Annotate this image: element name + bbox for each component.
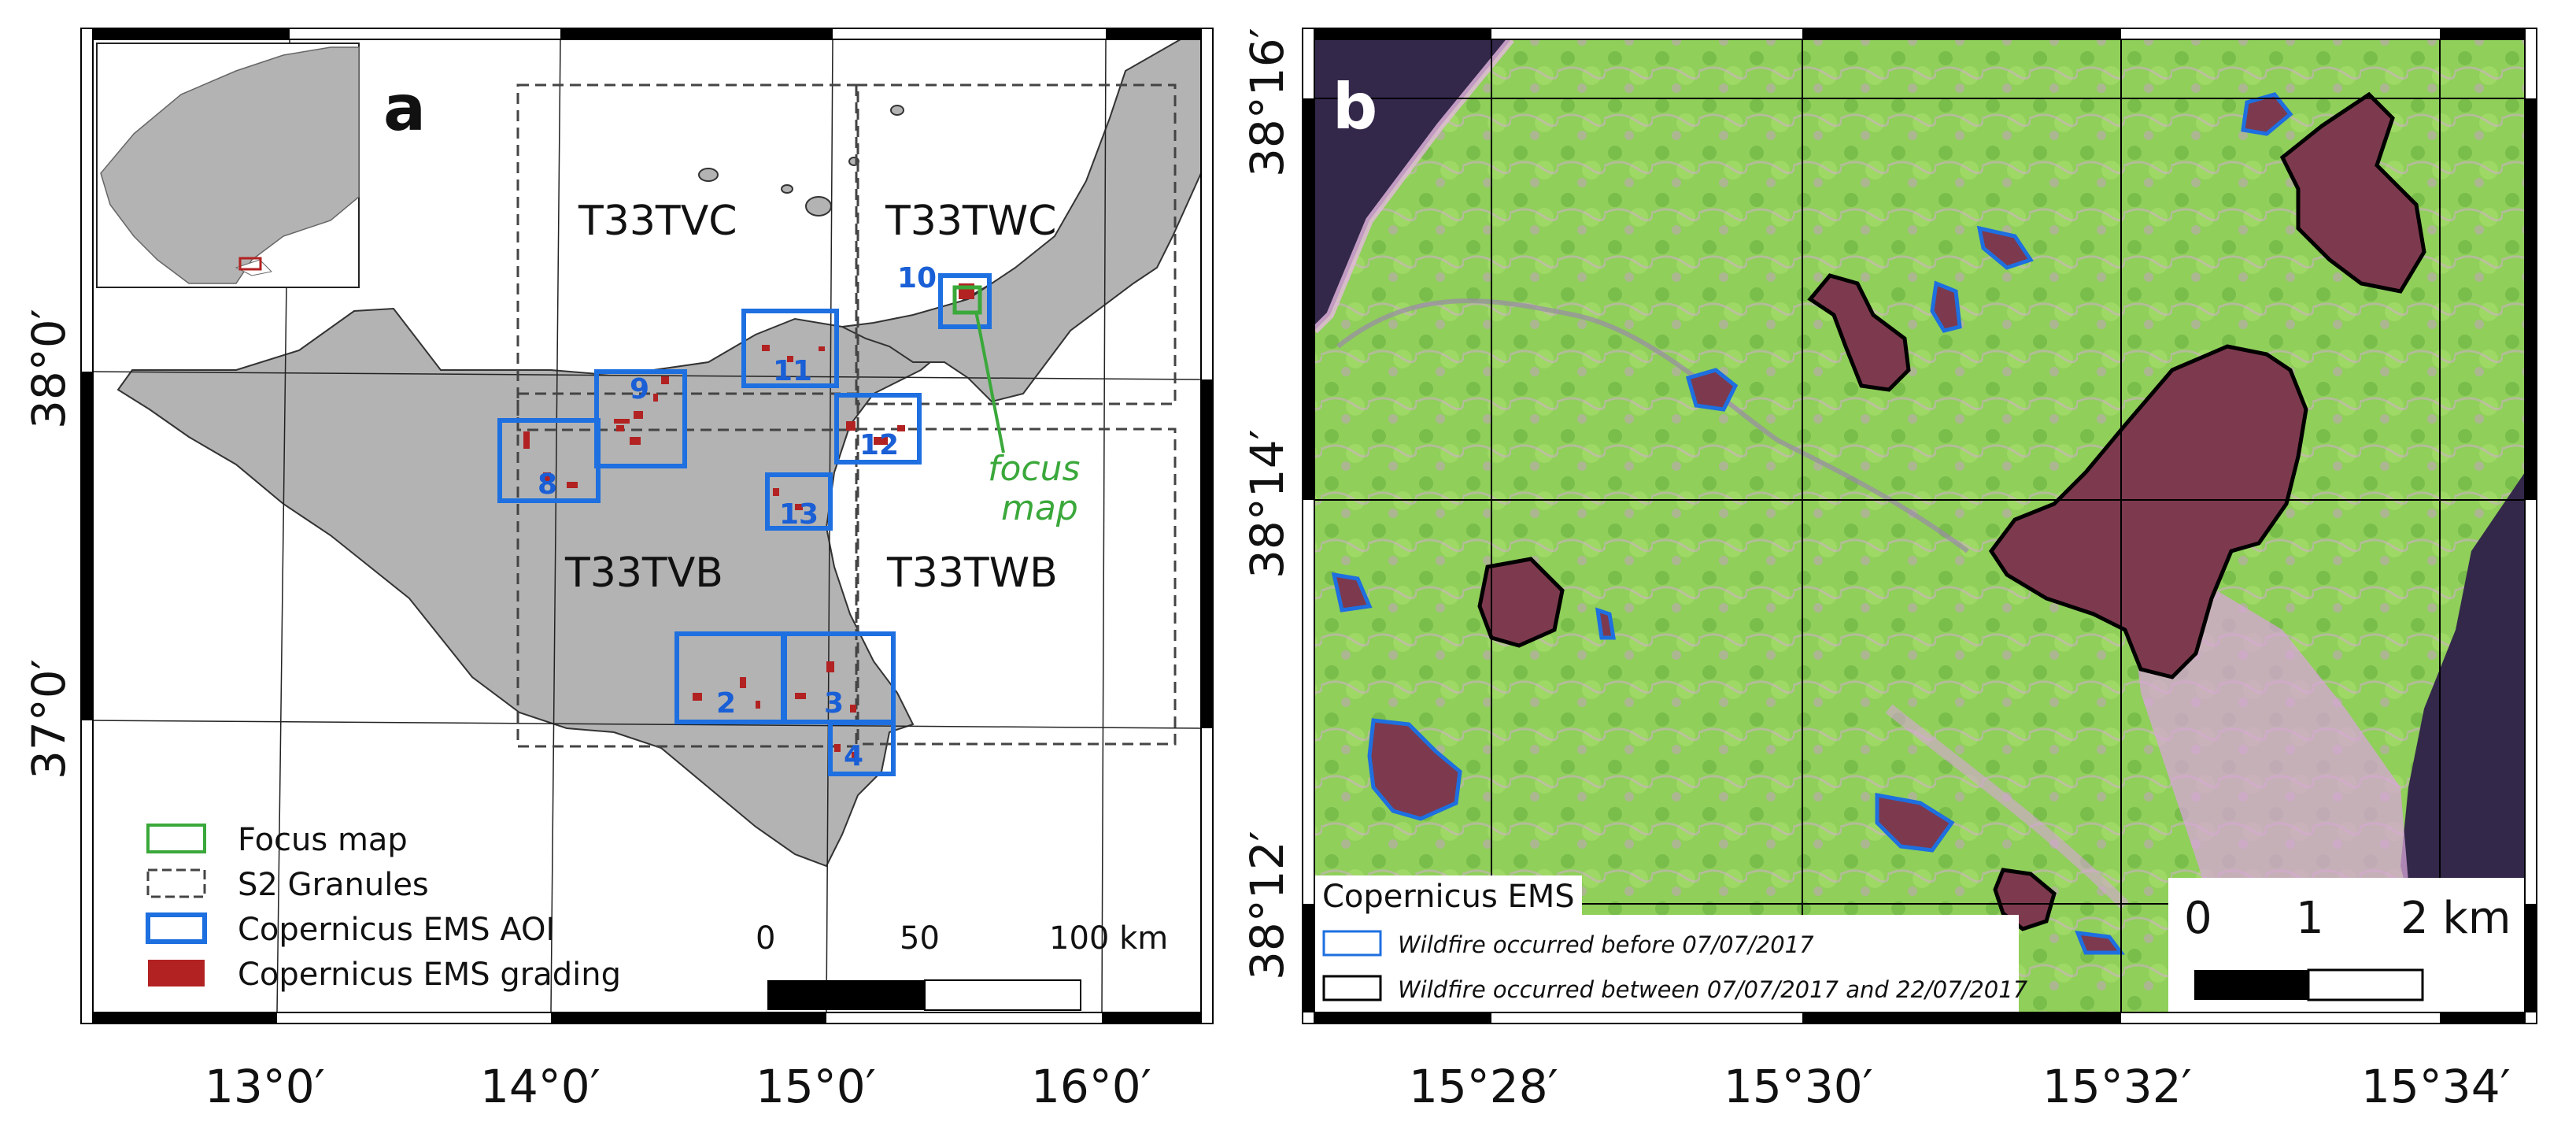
ems-aoi-boxes <box>497 273 992 776</box>
legend-label-focus: Focus map <box>238 822 408 858</box>
panel-a-legend: Focus map S2 Granules Copernicus EMS AOI… <box>146 822 621 993</box>
focus-map-leader <box>974 310 1005 453</box>
sea-east <box>2400 472 2525 1012</box>
granule-label-t33tvc: T33TVC <box>578 198 737 245</box>
aoi-number-3: 3 <box>824 687 844 720</box>
lon-tick-15-34: 15°34′ <box>2361 1060 2511 1113</box>
aoi-number-2: 2 <box>716 687 736 720</box>
focus-map-label: focus <box>988 449 1080 489</box>
panel-b-scalebar: 0 1 2 km <box>2168 878 2525 1012</box>
scalebar-a-tick-2: 100 km <box>1049 920 1168 957</box>
wildfires-between <box>1477 91 2426 931</box>
panel-b-letter: b <box>1332 70 1377 143</box>
europe-inset-map <box>96 43 360 288</box>
lon-tick-16: 16°0′ <box>1031 1060 1151 1113</box>
valley <box>1885 704 2129 909</box>
aoi-number-13: 13 <box>779 498 819 531</box>
granule-label-t33tvb: T33TVB <box>564 550 723 597</box>
focus-map-box <box>952 285 982 315</box>
island <box>805 196 832 217</box>
lon-tick-13: 13°0′ <box>205 1060 325 1113</box>
island <box>698 168 719 182</box>
legend-b-label-before: Wildfire occurred before 07/07/2017 <box>1398 931 1814 958</box>
legend-swatch-focus <box>146 824 206 853</box>
panel-b-map: b Copernicus EMS Wildfire occurred befor… <box>1240 28 2537 1113</box>
s2-granules <box>516 83 1177 748</box>
aoi-number-9: 9 <box>630 373 649 405</box>
panel-b-legend: Copernicus EMS Wildfire occurred before … <box>1314 875 2028 1012</box>
granule-label-t33twc: T33TWC <box>885 198 1056 245</box>
lon-tick-15-28: 15°28′ <box>1409 1060 1558 1113</box>
lon-tick-15-32: 15°32′ <box>2042 1060 2192 1113</box>
scalebar-a-tick-0: 0 <box>756 920 775 957</box>
panel-a-frame <box>80 28 1214 1024</box>
aoi-number-10: 10 <box>897 262 937 294</box>
legend-swatch-grading <box>148 960 205 986</box>
lat-tick-38-16: 38°16′ <box>1240 28 1294 177</box>
legend-b-swatch-between <box>1322 975 1382 1001</box>
aoi-number-12: 12 <box>859 429 899 461</box>
panel-a-scalebar: 0 50 100 km <box>756 920 1168 1011</box>
sicily-landmass <box>116 261 1026 868</box>
coast-northwest <box>1314 39 1514 334</box>
scalebar-b-tick-2: 2 km <box>2400 893 2511 944</box>
scalebar-b-tick-1: 1 <box>2296 893 2324 944</box>
aoi-number-4: 4 <box>844 740 863 772</box>
legend-swatch-aoi <box>146 912 207 944</box>
lat-tick-37: 37°0′ <box>22 659 76 779</box>
legend-b-title: Copernicus EMS <box>1322 879 1575 915</box>
ems-grading-polygons <box>523 283 974 758</box>
lon-tick-15-30: 15°30′ <box>1724 1060 1873 1113</box>
calabria-landmass <box>839 39 1201 403</box>
panel-b-frame <box>1302 28 2537 1024</box>
lon-tick-15: 15°0′ <box>756 1060 876 1113</box>
urban-area <box>2125 551 2408 984</box>
aoi-number-11: 11 <box>773 355 812 387</box>
lat-tick-38-12: 38°12′ <box>1240 831 1294 980</box>
focus-map-label-2: map <box>1001 488 1078 528</box>
legend-b-swatch-before <box>1322 930 1382 957</box>
inset-location-marker <box>238 257 262 271</box>
river <box>1336 298 1969 553</box>
panel-a-map: a T33TVC T33TWC T33TVB T33TWB 2 3 4 8 9 … <box>22 28 1214 1113</box>
aoi-number-8: 8 <box>538 468 557 501</box>
legend-label-grading: Copernicus EMS grading <box>238 957 621 993</box>
legend-label-s2: S2 Granules <box>238 867 429 903</box>
scalebar-a-tick-1: 50 <box>900 920 940 957</box>
panel-a-letter: a <box>383 72 426 145</box>
lat-tick-38: 38°0′ <box>22 309 76 429</box>
granule-label-t33twb: T33TWB <box>886 550 1058 597</box>
island <box>781 184 793 194</box>
legend-swatch-s2 <box>146 868 206 898</box>
sea-northwest <box>1314 39 1511 331</box>
island <box>890 105 904 116</box>
scalebar-b-tick-0: 0 <box>2184 893 2212 944</box>
wildfires-before <box>1331 92 2293 955</box>
lat-tick-38-14: 38°14′ <box>1240 429 1294 579</box>
legend-label-aoi: Copernicus EMS AOI <box>238 912 555 948</box>
legend-b-label-between: Wildfire occurred between 07/07/2017 and… <box>1398 976 2028 1003</box>
lon-tick-14: 14°0′ <box>480 1060 601 1113</box>
